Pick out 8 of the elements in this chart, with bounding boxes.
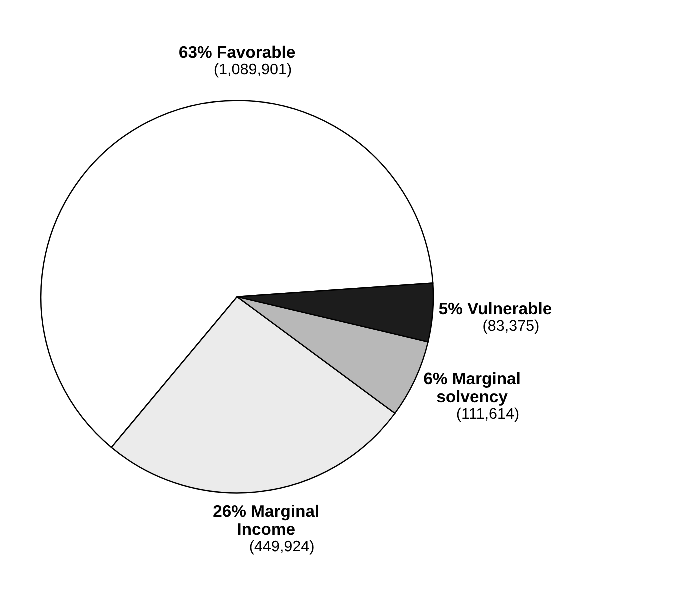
slice-label: 6% Marginal solvency: [424, 372, 520, 406]
data-label: (449,924): [250, 540, 314, 555]
data-label: (111,614): [457, 408, 519, 422]
slice-label: 63% Favorable: [180, 46, 296, 58]
data-label: (83,375): [484, 320, 539, 334]
slice-label: 5% Vulnerable: [439, 302, 552, 315]
slice-label: 26% Marginal Income: [214, 504, 318, 536]
data-label: (1,089,901): [214, 63, 292, 78]
